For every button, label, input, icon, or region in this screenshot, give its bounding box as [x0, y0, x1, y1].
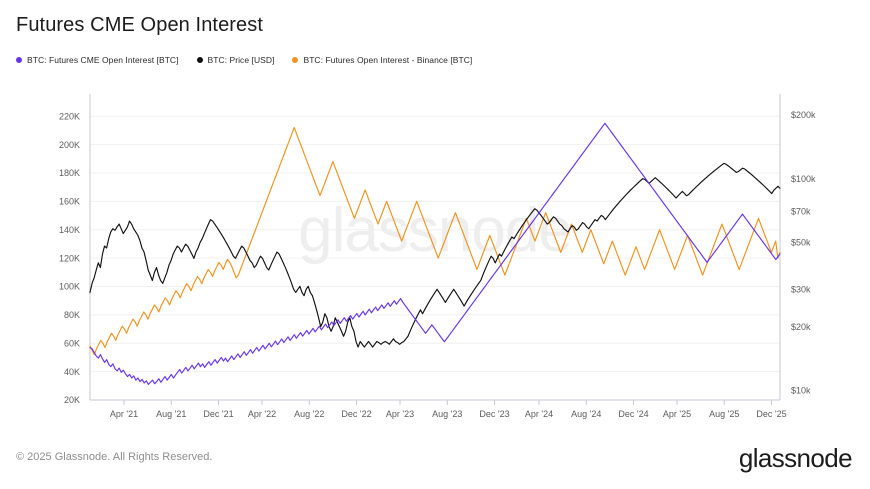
legend-item-2[interactable]: BTC: Futures Open Interest - Binance [BT… — [292, 55, 472, 65]
axis-lines-group — [89, 94, 781, 401]
x-tick-label: Dec '22 — [341, 409, 371, 419]
x-tick-label: Aug '22 — [294, 409, 324, 419]
y-left-tick-label: 200K — [59, 140, 80, 150]
x-tick-label: Aug '23 — [432, 409, 462, 419]
y-left-tick-label: 140K — [59, 225, 80, 235]
x-tick-label: Apr '24 — [525, 409, 553, 419]
series-line-price — [89, 162, 781, 348]
x-tick-label: Aug '24 — [571, 409, 601, 419]
legend-dot-icon — [196, 57, 203, 63]
series-line-binance-oi — [89, 126, 781, 356]
y-axis-left-ticks: 220K 200K 180K 160K 140K 120K 100K 80K 60K 40K 20K — [59, 111, 80, 405]
y-left-tick-label: 40K — [64, 367, 80, 377]
legend-dot-icon — [16, 57, 22, 63]
brand-logo: glassnode — [738, 443, 853, 473]
y-right-tick-label: $100k — [791, 174, 816, 184]
x-tick-label: Dec '25 — [756, 409, 786, 419]
watermark-text: glassnode — [298, 196, 572, 265]
y-right-tick-label: $20k — [791, 322, 811, 332]
x-axis-ticks: Apr '21 Aug '21 Dec '21 Apr '22 Aug '22 Dec '… — [110, 400, 787, 419]
y-right-tick-label: $30k — [791, 284, 811, 294]
copyright-text: © 2025 Glassnode. All Rights Reserved. — [16, 451, 213, 463]
y-left-tick-label: 180K — [59, 168, 80, 178]
y-left-tick-label: 220K — [59, 111, 80, 121]
y-left-tick-label: 80K — [64, 310, 80, 320]
series-line-cme-oi — [89, 122, 781, 385]
y-left-tick-label: 100K — [59, 282, 80, 292]
series-group — [89, 122, 781, 385]
y-right-tick-label: $10k — [791, 386, 811, 396]
x-tick-label: Apr '21 — [110, 409, 138, 419]
y-right-tick-label: $200k — [791, 110, 816, 120]
x-tick-label: Dec '21 — [203, 409, 233, 419]
x-tick-label: Aug '25 — [709, 409, 739, 419]
y-axis-right-ticks: $200k $100k $70k $50k $30k $20k $10k — [791, 110, 816, 395]
legend-dot-icon — [292, 57, 299, 63]
x-tick-label: Dec '23 — [479, 409, 509, 419]
legend-item-label: BTC: Price [USD] — [207, 55, 275, 65]
legend-item-label: BTC: Futures Open Interest - Binance [BT… — [303, 55, 473, 65]
page-title: Futures CME Open Interest — [16, 14, 264, 36]
x-tick-label: Dec '24 — [618, 409, 648, 419]
page-footer: © 2025 Glassnode. All Rights Reserved. g… — [0, 437, 870, 489]
x-tick-label: Aug '21 — [156, 409, 186, 419]
legend-item-1[interactable]: BTC: Price [USD] — [196, 55, 275, 65]
x-tick-label: Apr '23 — [386, 409, 414, 419]
y-left-tick-label: 120K — [59, 253, 80, 263]
legend-item-label: BTC: Futures CME Open Interest [BTC] — [27, 55, 179, 65]
y-right-tick-label: $50k — [791, 238, 811, 248]
x-tick-label: Apr '22 — [248, 409, 276, 419]
legend-item-0[interactable]: BTC: Futures CME Open Interest [BTC] — [16, 55, 179, 65]
y-right-tick-label: $70k — [791, 207, 811, 217]
y-left-tick-label: 20K — [64, 395, 80, 405]
chart-plot-area[interactable]: glassnode 220K 200K 180K 160K 140K 120K 100K 80… — [0, 80, 870, 430]
x-tick-label: Apr '25 — [663, 409, 691, 419]
chart-svg: glassnode 220K 200K 180K 160K 140K 120K 100K 80… — [59, 94, 816, 419]
y-left-tick-label: 160K — [59, 197, 80, 207]
watermark-group: glassnode — [298, 196, 573, 265]
chart-legend: BTC: Futures CME Open Interest [BTC] BTC:… — [16, 55, 472, 65]
y-left-tick-label: 60K — [64, 338, 80, 348]
